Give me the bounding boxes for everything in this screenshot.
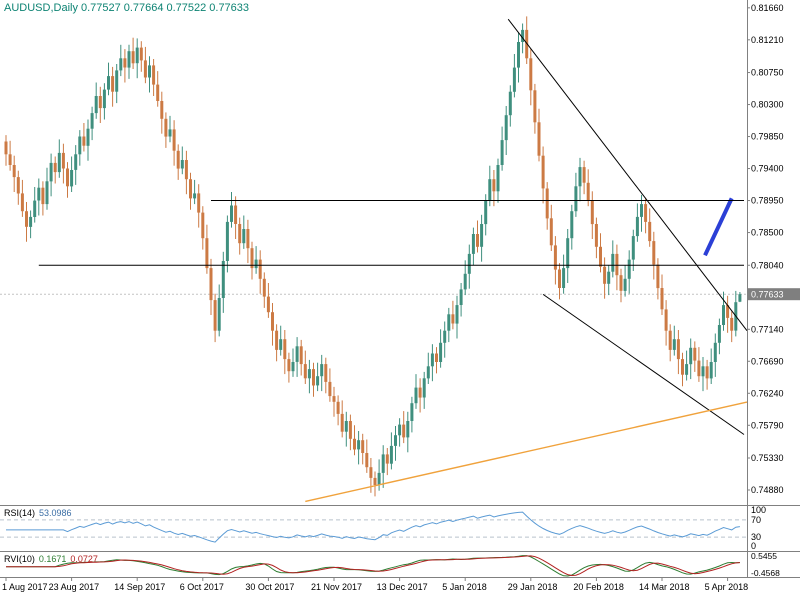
rvi-name: RVI(10) [4, 554, 35, 564]
price-axis-label: 0.78500 [751, 228, 784, 238]
price-axis-label: 0.77140 [751, 324, 784, 334]
date-label: 21 Nov 2017 [311, 582, 362, 592]
rsi-caption: RSI(14) 53.0986 [4, 508, 76, 518]
current-price-badge [748, 288, 800, 301]
price-axis-label: 0.81660 [751, 3, 784, 13]
rsi-line [6, 511, 740, 543]
date-label: 20 Feb 2018 [573, 582, 624, 592]
price-axis-label: 0.78950 [751, 196, 784, 206]
price-axis-label: 0.81210 [751, 35, 784, 45]
rsi-name: RSI(14) [4, 508, 36, 518]
price-axis-label: 0.79400 [751, 164, 784, 174]
candlestick-series[interactable] [4, 16, 742, 497]
rvi-main-line [6, 555, 740, 577]
rvi-panel[interactable]: 0.5455 -0.4568 [6, 551, 780, 578]
current-price-badge-text: 0.77633 [751, 290, 784, 300]
date-label: 14 Sep 2017 [114, 582, 165, 592]
date-label: 1 Aug 2017 [2, 582, 48, 592]
price-axis-label: 0.75330 [751, 453, 784, 463]
date-label: 13 Dec 2017 [377, 582, 428, 592]
rvi-signal-value: 0.0727 [70, 554, 98, 564]
symbol-timeframe: AUDUSD,Daily [4, 2, 78, 14]
rsi-scale-label: 30 [751, 532, 761, 542]
rsi-scale-label: 70 [751, 515, 761, 525]
quote-close: 0.77633 [209, 2, 250, 14]
rvi-scale-label: -0.4568 [751, 568, 780, 578]
price-axis-label: 0.80750 [751, 68, 784, 78]
price-axis-label: 0.80300 [751, 100, 784, 110]
date-label: 6 Oct 2017 [180, 582, 224, 592]
price-axis[interactable]: 0.81660 0.81210 0.80750 0.80300 0.79850 0.794… [747, 3, 800, 495]
ascending-support-line[interactable] [305, 401, 748, 503]
upper-descending-trendline[interactable] [507, 18, 748, 332]
date-label: 29 Jan 2018 [508, 582, 558, 592]
rsi-scale-label: 100 [751, 505, 766, 515]
price-axis-label: 0.76690 [751, 356, 784, 366]
lower-descending-trendline[interactable] [542, 293, 745, 435]
date-label: 23 Aug 2017 [49, 582, 100, 592]
date-label: 5 Apr 2018 [705, 582, 749, 592]
rvi-signal-line [6, 555, 740, 577]
time-axis[interactable]: 1 Aug 2017 23 Aug 2017 14 Sep 2017 6 Oct 20… [2, 578, 748, 592]
price-axis-label: 0.74880 [751, 485, 784, 495]
date-label: 30 Oct 2017 [245, 582, 294, 592]
rsi-value: 53.0986 [39, 508, 72, 518]
blue-trend-marker[interactable] [703, 197, 734, 257]
quote-open: 0.77527 [80, 2, 121, 14]
date-label: 14 Mar 2018 [639, 582, 690, 592]
rvi-scale-label: 0.5455 [751, 551, 777, 561]
price-axis-label: 0.79850 [751, 132, 784, 142]
price-axis-label: 0.76240 [751, 388, 784, 398]
quote-high: 0.77664 [123, 2, 164, 14]
rsi-scale-label: 0 [751, 541, 756, 551]
chart-title: AUDUSD,Daily 0.77527 0.77664 0.77522 0.77633 [4, 2, 252, 14]
quote-low: 0.77522 [166, 2, 207, 14]
date-label: 5 Jan 2018 [442, 582, 487, 592]
price-axis-label: 0.78040 [751, 260, 784, 270]
price-axis-label: 0.75790 [751, 420, 784, 430]
rvi-caption: RVI(10) 0.1671 0.0727 [4, 554, 102, 564]
rvi-main-value: 0.1671 [38, 554, 67, 564]
